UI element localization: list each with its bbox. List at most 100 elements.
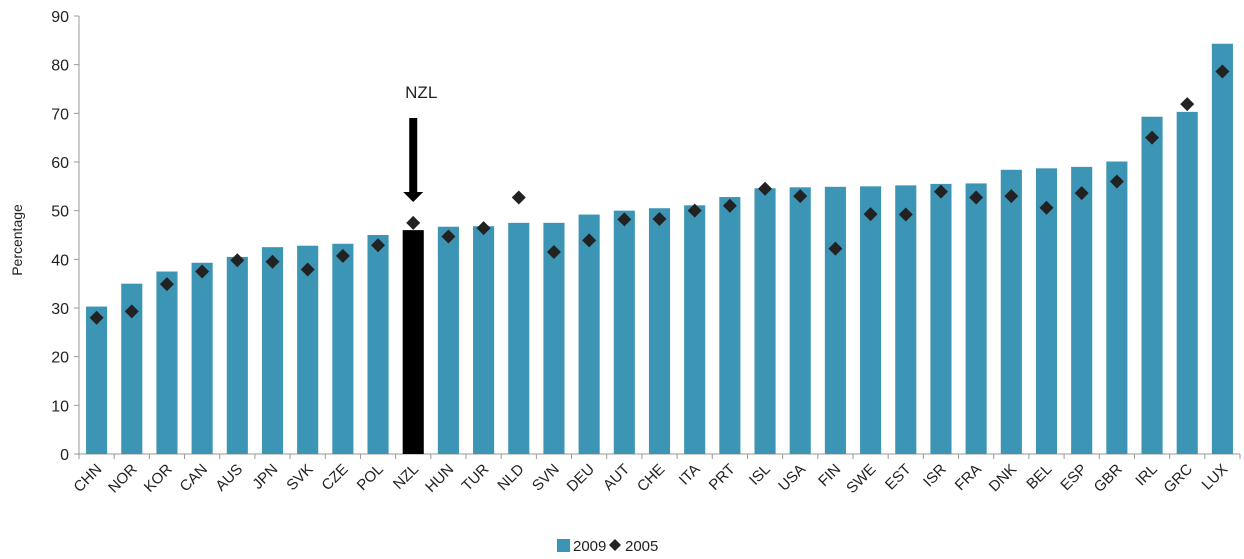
bar-2009-kor bbox=[156, 271, 178, 454]
x-tick-label-fin: FIN bbox=[815, 461, 844, 490]
x-tick-label-cze: CZE bbox=[318, 461, 351, 494]
y-tick-label: 30 bbox=[51, 301, 69, 318]
x-tick-label-aus: AUS bbox=[212, 461, 246, 495]
marker-2005-svk bbox=[300, 262, 315, 277]
marker-2005-nor bbox=[124, 304, 139, 319]
marker-2005-kor bbox=[159, 277, 174, 292]
bar-2009-bel bbox=[1035, 168, 1058, 454]
marker-2005-fra bbox=[969, 190, 984, 205]
y-tick-label: 80 bbox=[51, 58, 69, 75]
y-tick-label: 60 bbox=[51, 155, 69, 172]
bar-2009-usa bbox=[789, 187, 811, 454]
marker-2005-nld bbox=[511, 190, 526, 205]
bar-2009-hun bbox=[437, 226, 459, 454]
marker-2005-nzl bbox=[406, 215, 421, 230]
y-tick-label: 90 bbox=[51, 9, 69, 26]
marker-2005-est bbox=[898, 207, 913, 222]
y-tick-label: 10 bbox=[51, 398, 69, 415]
x-tick-label-can: CAN bbox=[177, 461, 211, 495]
bar-2009-svk bbox=[297, 245, 319, 454]
marker-2005-svn bbox=[546, 245, 561, 260]
x-tick-label-chn: CHN bbox=[70, 461, 105, 496]
marker-2005-dnk bbox=[1004, 189, 1019, 204]
x-tick-label-pol: POL bbox=[354, 461, 387, 494]
annotation-label: NZL bbox=[405, 83, 437, 102]
markers-2005 bbox=[89, 64, 1230, 325]
x-tick-label-fra: FRA bbox=[952, 461, 985, 494]
marker-2005-grc bbox=[1180, 97, 1195, 112]
bar-2009-svn bbox=[543, 222, 565, 454]
legend: 2009 2005 bbox=[557, 538, 658, 555]
bar-2009-gbr bbox=[1106, 161, 1128, 454]
y-tick-label: 50 bbox=[51, 204, 69, 221]
x-tick-label-jpn: JPN bbox=[249, 461, 281, 493]
bar-2009-chn bbox=[86, 306, 108, 454]
x-tick-label-grc: GRC bbox=[1160, 461, 1196, 497]
marker-2005-tur bbox=[476, 221, 491, 236]
bars-2009 bbox=[86, 43, 1233, 455]
y-tick-label: 20 bbox=[51, 350, 69, 367]
bar-2009-deu bbox=[578, 214, 600, 454]
marker-2005-aut bbox=[617, 212, 632, 227]
x-tick-label-che: CHE bbox=[634, 461, 668, 495]
bar-2009-can bbox=[191, 262, 213, 454]
bar-2009-tur bbox=[473, 226, 495, 454]
x-axis: CHN NOR KOR CAN AUS JPN SVK CZE POL NZL HUN TUR NLD S… bbox=[70, 453, 1241, 497]
x-tick-label-usa: USA bbox=[775, 461, 809, 495]
arrow-head bbox=[403, 192, 424, 202]
x-tick-label-gbr: GBR bbox=[1091, 461, 1126, 496]
marker-2005-aus bbox=[230, 253, 245, 268]
marker-2005-ita bbox=[687, 203, 702, 218]
bar-2009-nor bbox=[121, 283, 143, 454]
marker-2005-usa bbox=[793, 189, 808, 204]
bar-2009-fin bbox=[824, 186, 846, 454]
bar-2009-cze bbox=[332, 243, 354, 454]
bar-2009-che bbox=[648, 208, 671, 454]
bar-2009-jpn bbox=[261, 247, 284, 454]
x-tick-label-bel: BEL bbox=[1023, 461, 1055, 493]
marker-2005-cze bbox=[335, 248, 350, 263]
x-tick-label-prt: PRT bbox=[706, 461, 739, 494]
marker-2005-chn bbox=[89, 310, 104, 325]
x-tick-label-svk: SVK bbox=[283, 461, 316, 494]
y-tick-label: 0 bbox=[60, 447, 69, 464]
x-tick-label-tur: TUR bbox=[459, 461, 493, 495]
marker-2005-lux bbox=[1215, 64, 1230, 79]
bar-2009-isl bbox=[754, 188, 776, 454]
marker-2005-gbr bbox=[1109, 174, 1124, 189]
x-tick-label-nor: NOR bbox=[105, 461, 141, 497]
marker-2005-che bbox=[652, 211, 667, 226]
marker-2005-esp bbox=[1074, 186, 1089, 201]
bar-2009-aut bbox=[613, 210, 635, 454]
bar-2009-swe bbox=[860, 186, 882, 455]
bar-2009-isr bbox=[930, 183, 952, 454]
marker-2005-fin bbox=[828, 241, 843, 256]
bar-2009-nld bbox=[508, 222, 530, 454]
legend-label-2009: 2009 bbox=[573, 538, 606, 555]
x-tick-label-deu: DEU bbox=[564, 461, 598, 495]
legend-label-2005: 2005 bbox=[625, 538, 658, 555]
marker-2005-isr bbox=[933, 184, 948, 199]
x-tick-label-est: EST bbox=[882, 461, 915, 494]
bar-2009-ita bbox=[684, 205, 706, 454]
bar-2009-nzl bbox=[402, 230, 424, 454]
x-tick-label-aut: AUT bbox=[600, 461, 633, 494]
marker-2005-isl bbox=[758, 181, 773, 196]
arrow-shaft bbox=[409, 118, 418, 192]
bar-2009-lux bbox=[1211, 43, 1233, 455]
legend-marker-2005 bbox=[609, 539, 621, 551]
marker-2005-can bbox=[195, 264, 210, 279]
marker-2005-hun bbox=[441, 229, 456, 244]
marker-2005-prt bbox=[722, 198, 737, 213]
bar-2009-prt bbox=[719, 197, 741, 455]
x-tick-label-isr: ISR bbox=[920, 461, 950, 491]
bar-2009-est bbox=[895, 185, 917, 455]
bar-2009-aus bbox=[226, 256, 248, 454]
x-tick-label-isl: ISL bbox=[746, 461, 774, 489]
x-tick-label-hun: HUN bbox=[422, 461, 457, 496]
marker-2005-deu bbox=[582, 233, 597, 248]
marker-2005-swe bbox=[863, 207, 878, 222]
x-tick-label-lux: LUX bbox=[1199, 461, 1232, 494]
nzl-annotation: NZL bbox=[403, 83, 437, 202]
